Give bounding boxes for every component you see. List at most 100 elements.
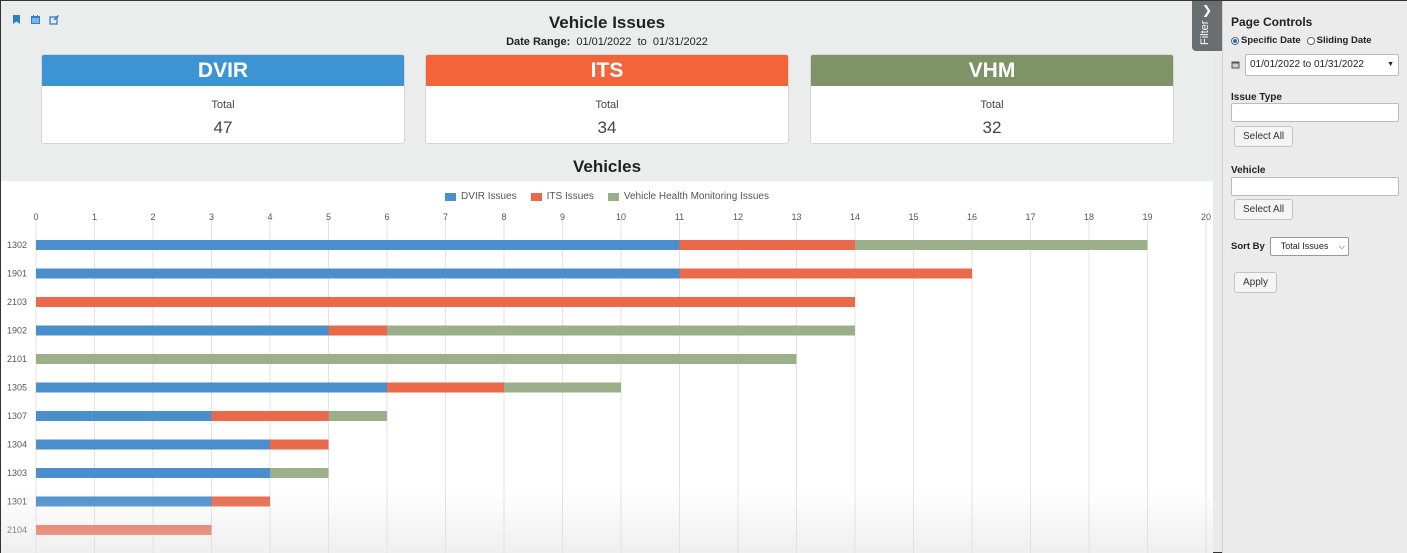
y-tick-label: 2103 <box>7 297 27 307</box>
dvir-card-header: DVIR <box>42 55 404 86</box>
date-range-select[interactable]: 01/01/2022 to 01/31/2022 ▼ <box>1245 54 1399 76</box>
y-tick-label: 1902 <box>7 326 27 336</box>
its-card-value: 34 <box>597 118 617 137</box>
bar-segment <box>504 382 621 393</box>
bar-segment <box>36 297 855 307</box>
vehicle-input[interactable] <box>1231 177 1399 196</box>
date-from: 01/01/2022 <box>576 36 632 48</box>
x-tick-label: 12 <box>733 212 743 222</box>
x-tick-label: 11 <box>675 212 684 222</box>
bar-segment <box>328 325 387 336</box>
dvir-card-value: 47 <box>213 118 233 137</box>
y-tick-label: 1303 <box>7 468 27 478</box>
x-tick-label: 15 <box>908 212 918 222</box>
radio-dot-selected[interactable] <box>1231 36 1239 45</box>
calendar-icon[interactable] <box>30 12 41 24</box>
vehicles-title: Vehicles <box>572 157 642 176</box>
bar-segment <box>855 240 1148 250</box>
x-tick-label: 9 <box>560 212 565 222</box>
bar-segment <box>328 411 387 421</box>
select-all-vehicle-button[interactable]: Select All <box>1234 199 1294 220</box>
filter-tab[interactable]: ❯ Filter <box>1192 1 1222 51</box>
vhm-card[interactable]: VHM Total 32 <box>810 54 1174 144</box>
legend-label: ITS Issues <box>546 191 594 202</box>
legend-swatch <box>445 192 457 201</box>
bar-segment <box>211 496 270 507</box>
legend-item[interactable]: DVIR Issues <box>445 191 517 202</box>
date-row: 01/01/2022 to 01/31/2022 ▼ <box>1231 54 1399 76</box>
bar-segment <box>36 240 680 250</box>
select-all-issue-type-button[interactable]: Select All <box>1234 126 1294 147</box>
top-toolbar <box>11 12 60 25</box>
bar-segment <box>679 240 855 250</box>
bar-segment <box>36 525 212 535</box>
legend-label: Vehicle Health Monitoring Issues <box>623 191 769 202</box>
bookmark-icon[interactable] <box>11 12 22 24</box>
its-card[interactable]: ITS Total 34 <box>425 54 789 144</box>
radio-sliding-label: Sliding Date <box>1316 35 1372 46</box>
vhm-card-value: 32 <box>982 118 1002 137</box>
main-area: Vehicle Issues Date Range: 01/01/2022 to… <box>1 1 1213 553</box>
bar-segment <box>387 325 855 336</box>
bar-segment <box>211 411 329 421</box>
sort-by-label: Sort By <box>1231 241 1265 252</box>
sort-by-value: Total Issues <box>1280 241 1329 251</box>
radio-sliding-date[interactable]: Sliding Date <box>1306 35 1372 46</box>
issue-type-input[interactable] <box>1231 103 1399 122</box>
page-controls-panel: Page Controls Specific Date Sliding Date… <box>1222 1 1407 553</box>
y-tick-label: 2101 <box>7 354 27 364</box>
filter-tab-label: Filter <box>1199 20 1211 45</box>
x-tick-label: 8 <box>501 212 506 222</box>
vhm-card-header: VHM <box>811 55 1173 86</box>
x-tick-label: 13 <box>791 212 801 222</box>
y-tick-label: 1901 <box>7 269 27 279</box>
x-tick-label: 19 <box>1142 212 1152 222</box>
dvir-card[interactable]: DVIR Total 47 <box>41 54 405 144</box>
panel-title: Page Controls <box>1231 15 1313 29</box>
x-tick-label: 4 <box>267 212 272 222</box>
bar-segment <box>36 468 270 478</box>
edit-icon[interactable] <box>49 12 60 25</box>
legend-item[interactable]: ITS Issues <box>530 191 594 202</box>
y-tick-label: 1304 <box>7 440 27 450</box>
date-range-label: Date Range: <box>506 36 571 48</box>
vehicles-chart: 0 1 2 3 4 5 6 7 8 9 10 11 12 13 14 15 16 17 18 19 2013021901… <box>7 212 1211 553</box>
bar-segment <box>270 439 329 450</box>
y-tick-label: 2104 <box>7 525 27 535</box>
date-to-word: to <box>637 36 647 48</box>
issue-type-label: Issue Type <box>1231 92 1282 103</box>
apply-button[interactable]: Apply <box>1234 272 1278 293</box>
legend-swatch <box>530 192 542 201</box>
x-tick-label: 1 <box>92 212 97 222</box>
legend-swatch <box>607 192 619 201</box>
vhm-card-label: Total <box>980 99 1004 111</box>
chevron-right-icon: ❯ <box>1202 3 1213 17</box>
y-tick-label: 1301 <box>7 497 27 507</box>
its-card-header: ITS <box>426 55 788 86</box>
x-tick-label: 6 <box>384 212 389 222</box>
x-tick-label: 16 <box>967 212 977 222</box>
bar-segment <box>36 354 797 364</box>
date-range: Date Range: 01/01/2022 to 01/31/2022 <box>1 36 1213 48</box>
sort-by-select[interactable]: Total Issues ⌵ <box>1269 237 1349 256</box>
x-tick-label: 2 <box>150 212 155 222</box>
bar-segment <box>36 325 329 336</box>
calendar-icon <box>1231 56 1240 74</box>
y-tick-label: 1307 <box>7 411 27 421</box>
radio-dot[interactable] <box>1306 36 1315 45</box>
legend-item[interactable]: Vehicle Health Monitoring Issues <box>607 191 769 202</box>
x-tick-label: 0 <box>33 212 38 222</box>
legend-label: DVIR Issues <box>461 191 517 202</box>
x-tick-label: 14 <box>850 212 860 222</box>
x-tick-label: 5 <box>326 212 331 222</box>
x-tick-label: 17 <box>1025 212 1035 222</box>
x-tick-label: 3 <box>209 212 214 222</box>
radio-specific-date[interactable]: Specific Date <box>1231 35 1301 46</box>
bar-segment <box>36 439 270 450</box>
its-card-label: Total <box>595 99 619 111</box>
caret-down-icon: ▼ <box>1387 61 1394 68</box>
x-tick-label: 10 <box>616 212 626 222</box>
x-tick-label: 7 <box>443 212 448 222</box>
sort-row: Sort By Total Issues ⌵ <box>1231 237 1349 256</box>
bar-segment <box>270 468 329 478</box>
